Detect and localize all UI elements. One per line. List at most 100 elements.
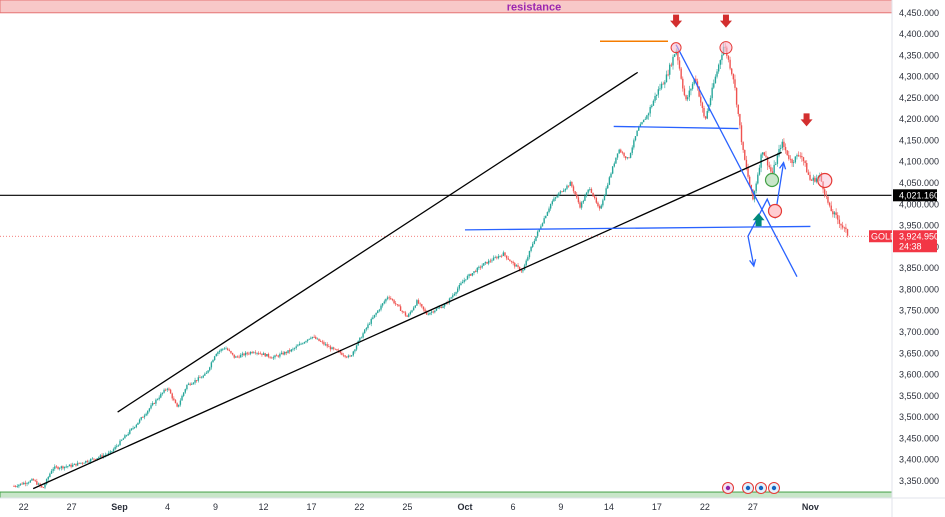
- candle-body: [147, 410, 149, 414]
- candle-body: [18, 484, 20, 487]
- candle-body: [680, 68, 682, 79]
- candle-body: [226, 348, 229, 351]
- candle-body: [613, 163, 615, 167]
- candle-body: [633, 140, 635, 148]
- candle-body: [412, 307, 415, 311]
- candle-body: [771, 171, 774, 173]
- candle-body: [660, 83, 663, 89]
- candle-body: [597, 202, 599, 207]
- candle-body: [333, 347, 335, 349]
- candle-body: [548, 208, 550, 213]
- candle-body: [209, 367, 211, 371]
- candle-body: [367, 324, 369, 328]
- candle-body: [551, 201, 553, 205]
- candle-body: [114, 446, 116, 450]
- candle-body: [315, 336, 317, 339]
- candle-body: [417, 300, 420, 304]
- time-tick-label: Sep: [111, 502, 128, 512]
- candle-body: [313, 336, 315, 338]
- time-tick-label: 22: [700, 502, 710, 512]
- candle-body: [135, 424, 138, 428]
- candle-body: [673, 54, 676, 57]
- time-tick-label: Oct: [457, 502, 472, 512]
- candle-body: [153, 403, 155, 404]
- candle-body: [55, 466, 58, 468]
- time-tick-label: 17: [652, 502, 662, 512]
- candle-body: [63, 466, 66, 469]
- candle-body: [396, 304, 399, 306]
- candle-body: [104, 454, 107, 456]
- candle-body: [368, 323, 371, 325]
- candle-body: [442, 306, 444, 308]
- event-dot: [745, 485, 751, 491]
- candle-body: [572, 186, 575, 192]
- upper-channel-line: [117, 71, 639, 413]
- candle-body: [217, 352, 219, 354]
- candle-body: [57, 466, 59, 469]
- candle-body: [122, 438, 124, 440]
- candle-body: [598, 206, 601, 209]
- candle-body: [155, 399, 157, 404]
- candle-body: [587, 189, 589, 193]
- candle-body: [236, 356, 239, 358]
- projection-down-arrow-head: [749, 259, 757, 268]
- candle-body: [638, 127, 640, 131]
- projection-up-arrow-head: [779, 161, 787, 170]
- candle-body: [89, 459, 92, 462]
- candle-body: [85, 460, 87, 463]
- candle-body: [492, 257, 495, 261]
- candle-body: [346, 356, 348, 358]
- candle-body: [62, 466, 64, 469]
- candle-body: [194, 380, 196, 383]
- candle-body: [512, 261, 514, 264]
- candle-body: [644, 118, 646, 120]
- green-signal-circle: [764, 172, 780, 188]
- candle-body: [530, 246, 532, 252]
- candle-body: [662, 83, 664, 85]
- candle-body: [54, 466, 56, 469]
- event-dot: [758, 485, 764, 491]
- candle-body: [165, 389, 167, 391]
- candle-body: [545, 215, 547, 219]
- candle-body: [820, 175, 823, 182]
- candle-body: [187, 383, 190, 385]
- candle-body: [600, 205, 602, 209]
- candle-body: [807, 172, 810, 175]
- candle-body: [393, 300, 395, 304]
- candle-body: [489, 260, 492, 262]
- candle-body: [411, 310, 413, 313]
- candle-body: [416, 300, 418, 306]
- candle-body: [830, 205, 832, 212]
- price-axis[interactable]: 3,350.000 3,400.000 3,450.000 3,500.000 3,55…: [869, 0, 939, 517]
- candle-body: [654, 95, 656, 101]
- candle-body: [427, 314, 430, 316]
- line-value-tag-text: 4,021.160: [899, 190, 939, 200]
- candle-body: [605, 188, 607, 196]
- candle-body: [484, 261, 487, 264]
- event-dot: [725, 485, 731, 491]
- candle-body: [81, 462, 84, 464]
- candle-body: [41, 485, 43, 488]
- candle-body: [262, 353, 265, 355]
- flag-event-icon: [742, 482, 754, 494]
- candle-body: [701, 102, 704, 109]
- candle-body: [359, 337, 361, 341]
- candle-body: [246, 352, 248, 354]
- candle-body: [169, 389, 172, 394]
- price-tick-label: 3,450.000: [899, 433, 939, 443]
- time-tick-label: 4: [165, 502, 170, 512]
- candle-body: [399, 306, 402, 311]
- candle-body: [318, 338, 320, 342]
- candle-body: [470, 274, 472, 276]
- candle-body: [443, 304, 446, 307]
- candle-body: [406, 315, 408, 317]
- candle-body: [672, 56, 674, 66]
- candle-body: [683, 88, 686, 96]
- price-tick-label: 4,450.000: [899, 8, 939, 18]
- candle-body: [540, 226, 542, 229]
- candle-body: [744, 149, 746, 160]
- time-axis[interactable]: 22 27 Sep 4 9 12 17 22 25 Oct 6 9 14 17 22 27 Nov: [0, 497, 945, 512]
- candle-body: [174, 400, 177, 404]
- candle-body: [590, 188, 593, 193]
